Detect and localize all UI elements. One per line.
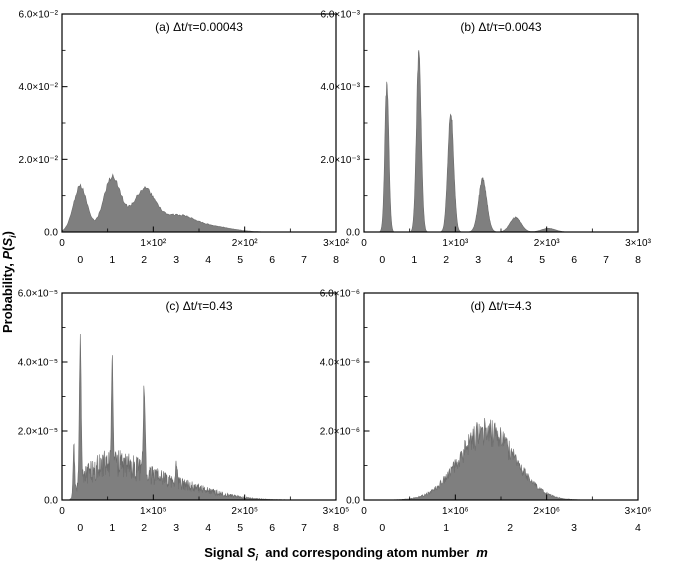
y-axis-title-subscript: i	[7, 235, 18, 238]
atom-number-label: 4	[507, 254, 513, 266]
x-tick-label: 2×10⁵	[231, 506, 258, 517]
atom-number-label: 0	[379, 254, 385, 266]
atom-number-label: 2	[141, 522, 147, 534]
y-tick-label: 2.0×10⁻³	[321, 155, 361, 166]
y-tick-label: 4.0×10⁻⁵	[18, 358, 58, 369]
x-tick-label: 3×10⁵	[323, 506, 350, 517]
x-tick-label: 0	[361, 506, 367, 517]
atom-number-label: 1	[443, 522, 449, 534]
axes-frame	[363, 13, 639, 233]
atom-number-label: 3	[571, 522, 577, 534]
y-axis-title-P: P	[0, 250, 16, 260]
y-tick-label: 2.0×10⁻²	[19, 155, 59, 166]
atom-number-label: 2	[141, 254, 147, 266]
x-tick-label: 2×10²	[232, 238, 259, 249]
x-axis-title-S: S	[246, 545, 256, 560]
y-tick-label: 0.0	[44, 496, 58, 507]
x-tick-label: 3×10⁶	[625, 506, 652, 517]
x-tick-label: 1×10²	[140, 238, 167, 249]
y-axis-title-S: S	[0, 237, 16, 247]
x-tick-label: 2×10⁶	[533, 506, 560, 517]
atom-number-label: 5	[539, 254, 545, 266]
y-tick-label: 4.0×10⁻³	[321, 82, 361, 93]
atom-number-label: 5	[237, 522, 243, 534]
axes-frame	[363, 292, 639, 501]
atom-number-label: 2	[443, 254, 449, 266]
y-axis-title-open-paren: (	[0, 246, 16, 251]
x-axis-title-subscript: i	[255, 552, 259, 563]
atom-number-label: 4	[205, 522, 211, 534]
atom-number-label: 6	[269, 254, 275, 266]
atom-number-label: 1	[109, 522, 115, 534]
x-axis-title-text2: and corresponding atom number	[258, 545, 477, 560]
x-axis-title-m: m	[476, 545, 488, 560]
y-axis-title-text: Probability,	[0, 259, 16, 333]
atom-number-label: 0	[379, 522, 385, 534]
y-axis-title-close-paren: )	[0, 231, 16, 236]
panel-title-a: (a) Δt/τ=0.00043	[155, 20, 243, 34]
atom-number-label: 4	[205, 254, 211, 266]
atom-number-label: 3	[173, 254, 179, 266]
panel-d: 0.0 2.0×10⁻⁶ 4.0×10⁻⁶ 6.0×10⁻⁶ 0 1×10⁶ 2×10⁶ 3×…	[320, 289, 652, 535]
panel-b: 0.0 2.0×10⁻³ 4.0×10⁻³ 6.0×10⁻³ 0 1×10³ 2×10³ 3×…	[321, 10, 652, 267]
x-tick-label: 1×10⁶	[442, 506, 469, 517]
atom-number-label: 2	[507, 522, 513, 534]
distribution-area-d	[364, 417, 638, 501]
atom-number-label: 8	[635, 254, 641, 266]
x-tick-label: 0	[361, 238, 367, 249]
x-tick-label: 0	[59, 238, 65, 249]
y-tick-label: 6.0×10⁻⁵	[18, 289, 58, 300]
x-tick-label: 3×10²	[323, 238, 350, 249]
x-tick-label: 1×10³	[442, 238, 469, 249]
axes-frame	[61, 13, 337, 233]
atom-number-label: 8	[333, 522, 339, 534]
distribution-area-b	[364, 50, 638, 233]
y-tick-label: 0.0	[44, 228, 58, 239]
distribution-area-c	[62, 333, 336, 501]
atom-number-label: 5	[237, 254, 243, 266]
y-tick-label: 6.0×10⁻⁶	[320, 289, 360, 300]
x-axis-title: Signal Si and corresponding atom number …	[0, 545, 692, 563]
atom-number-label: 3	[475, 254, 481, 266]
atom-number-label: 0	[77, 254, 83, 266]
x-axis-title-text1: Signal	[204, 545, 247, 560]
y-tick-label: 6.0×10⁻²	[19, 10, 59, 21]
distribution-area-a	[61, 173, 336, 233]
y-tick-label: 6.0×10⁻³	[321, 10, 361, 21]
y-tick-label: 0.0	[346, 228, 360, 239]
atom-number-label: 7	[301, 254, 307, 266]
y-tick-label: 4.0×10⁻⁶	[320, 358, 360, 369]
panel-a: 0.0 2.0×10⁻² 4.0×10⁻² 6.0×10⁻² 0 1×10² 2×10² 3×…	[19, 10, 350, 267]
y-tick-label: 0.0	[346, 496, 360, 507]
panel-title-c: (c) Δt/τ=0.43	[165, 299, 232, 313]
x-tick-label: 2×10³	[534, 238, 561, 249]
y-tick-label: 2.0×10⁻⁵	[18, 427, 58, 438]
panel-title-b: (b) Δt/τ=0.0043	[460, 20, 541, 34]
atom-number-label: 0	[77, 522, 83, 534]
atom-number-label: 6	[269, 522, 275, 534]
y-tick-label: 2.0×10⁻⁶	[320, 427, 360, 438]
axes-frame	[61, 292, 337, 501]
atom-number-label: 7	[301, 522, 307, 534]
atom-number-label: 7	[603, 254, 609, 266]
y-axis-title: Probability, P(Si)	[0, 231, 18, 333]
atom-number-label: 8	[333, 254, 339, 266]
atom-number-label: 1	[411, 254, 417, 266]
x-tick-label: 3×10³	[625, 238, 652, 249]
x-tick-label: 1×10⁵	[140, 506, 167, 517]
panel-title-d: (d) Δt/τ=4.3	[470, 299, 531, 313]
x-tick-label: 0	[59, 506, 65, 517]
atom-number-label: 1	[109, 254, 115, 266]
atom-number-label: 3	[173, 522, 179, 534]
atom-number-label: 6	[571, 254, 577, 266]
panel-c: 0.0 2.0×10⁻⁵ 4.0×10⁻⁵ 6.0×10⁻⁵ 0 1×10⁵ 2×10⁵ 3×…	[18, 289, 350, 535]
atom-number-label: 4	[635, 522, 641, 534]
y-tick-label: 4.0×10⁻²	[19, 82, 59, 93]
